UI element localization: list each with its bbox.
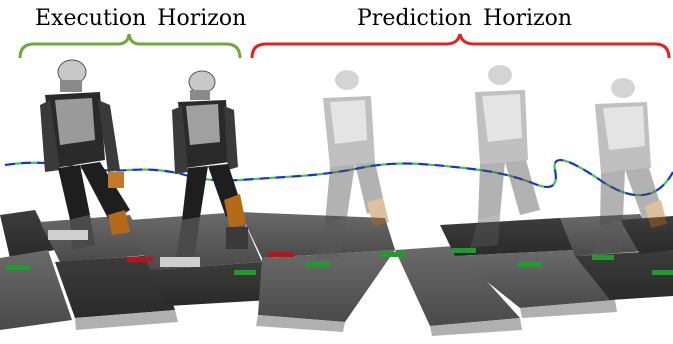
stepping-stones bbox=[0, 210, 673, 336]
stepping-stone bbox=[440, 218, 575, 256]
stepping-stone bbox=[430, 318, 522, 336]
stepping-stone bbox=[55, 255, 175, 318]
stepping-stone bbox=[395, 246, 520, 326]
footprint-marker bbox=[592, 255, 614, 260]
prediction-horizon-label: Prediction Horizon bbox=[357, 6, 573, 31]
stepping-stone bbox=[240, 212, 395, 258]
footprint-marker bbox=[518, 262, 542, 267]
stepping-stone bbox=[575, 250, 673, 300]
humanoid-robot-ghost bbox=[315, 70, 389, 260]
humanoid-robot-solid bbox=[40, 59, 130, 250]
stepping-stone bbox=[0, 210, 55, 258]
stepping-stone bbox=[258, 250, 395, 322]
stepping-stone bbox=[455, 250, 615, 308]
stepping-stone bbox=[256, 315, 345, 332]
footprint-marker bbox=[268, 252, 294, 257]
humanoid-robot-solid bbox=[160, 70, 248, 267]
trajectory-line bbox=[4, 159, 673, 197]
humanoid-robot-ghost bbox=[470, 65, 540, 248]
footprint-marker bbox=[652, 270, 673, 275]
footprint-marker bbox=[380, 252, 406, 257]
footprints bbox=[6, 248, 673, 275]
stepping-stone bbox=[75, 310, 178, 330]
footprint-marker bbox=[306, 262, 330, 267]
footprint-marker bbox=[127, 257, 153, 262]
footprint-marker bbox=[452, 248, 476, 253]
execution-horizon-label: Execution Horizon bbox=[35, 6, 247, 31]
execution-horizon-brace bbox=[18, 33, 242, 59]
humanoid-robot-ghost bbox=[593, 78, 667, 256]
footprint-marker bbox=[234, 270, 256, 275]
stepping-stone bbox=[520, 300, 617, 318]
footprint-marker bbox=[6, 265, 30, 270]
stepping-stone bbox=[620, 216, 673, 254]
trajectory-line bbox=[4, 159, 673, 197]
prediction-horizon-brace bbox=[250, 33, 671, 59]
